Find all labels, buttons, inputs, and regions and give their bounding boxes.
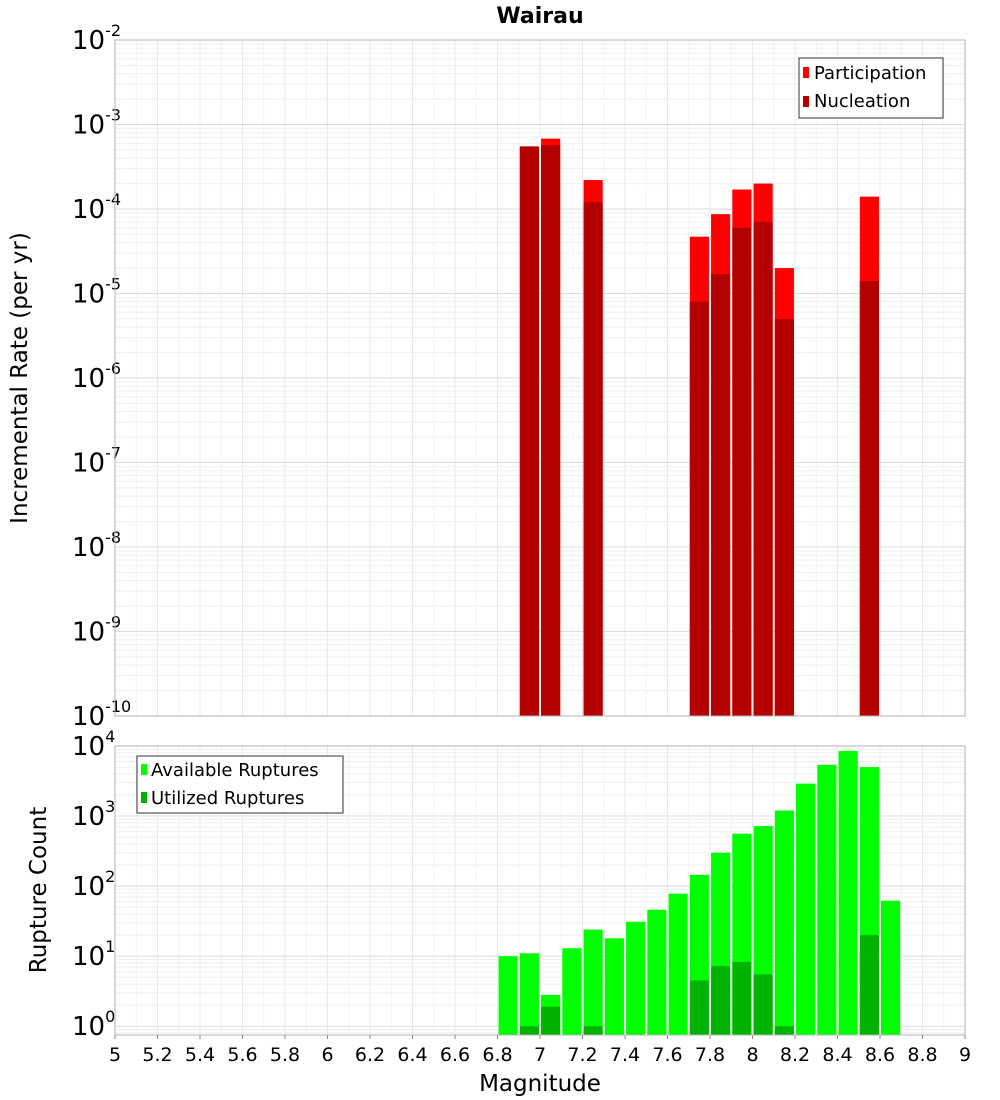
x-tick-label: 5.8	[270, 1044, 300, 1066]
count-bar-utilized-ruptures	[753, 974, 773, 1035]
count-y-axis-label: Rupture Count	[26, 807, 52, 973]
y-tick-label: 10-7	[72, 444, 121, 479]
count-legend: Available Ruptures Utilized Ruptures	[136, 755, 344, 814]
count-bar-available-ruptures	[838, 750, 858, 1035]
legend-swatch-utilized	[141, 792, 147, 803]
count-bar-utilized-ruptures	[732, 961, 752, 1035]
legend-swatch-nucleation	[803, 96, 809, 107]
x-tick-label: 9	[959, 1044, 971, 1066]
y-tick-label: 10-8	[72, 528, 121, 563]
x-tick-label: 8	[746, 1044, 758, 1066]
rate-y-axis-label: Incremental Rate (per yr)	[7, 232, 33, 524]
rate-bar-nucleation	[519, 146, 539, 717]
rate-bar-nucleation	[859, 281, 879, 716]
x-tick-label: 7.8	[695, 1044, 725, 1066]
x-tick-label: 6.4	[397, 1044, 427, 1066]
count-panel: 100 101 102 103 104 5 5.2 5.4 5.6 5.8 6 6.2 6.4 6.6 6…	[26, 727, 971, 1097]
legend-swatch-participation	[803, 67, 809, 78]
x-tick-label: 7.2	[567, 1044, 597, 1066]
x-tick-label: 5	[109, 1044, 121, 1066]
rate-bar-nucleation	[583, 202, 603, 716]
x-tick-label: 7.4	[610, 1044, 640, 1066]
legend-label-utilized: Utilized Ruptures	[151, 788, 304, 809]
x-tick-label: 6.8	[482, 1044, 512, 1066]
rate-bar-nucleation	[774, 318, 794, 716]
x-tick-label: 5.6	[227, 1044, 257, 1066]
count-bar-available-ruptures	[647, 909, 667, 1035]
count-bars	[498, 750, 901, 1035]
y-tick-label: 10-3	[72, 106, 121, 141]
y-tick-label: 10-6	[72, 359, 121, 394]
count-bar-utilized-ruptures	[583, 1026, 603, 1035]
y-tick-label: 104	[72, 727, 115, 762]
y-tick-label: 102	[72, 867, 115, 902]
count-bar-available-ruptures	[881, 900, 901, 1035]
y-tick-label: 10-10	[72, 697, 131, 732]
count-bar-available-ruptures	[668, 893, 688, 1035]
count-bar-utilized-ruptures	[541, 1006, 561, 1035]
x-tick-label: 7	[534, 1044, 546, 1066]
y-tick-label: 10-9	[72, 613, 121, 648]
rate-bar-nucleation	[732, 227, 752, 716]
y-tick-label: 101	[72, 937, 115, 972]
count-bar-available-ruptures	[774, 810, 794, 1035]
legend-swatch-available	[141, 764, 147, 775]
x-tick-label: 7.6	[652, 1044, 682, 1066]
x-tick-label: 6	[321, 1044, 333, 1066]
count-bar-available-ruptures	[796, 783, 816, 1035]
x-axis-label: Magnitude	[479, 1071, 601, 1097]
x-tick-label: 8.8	[907, 1044, 937, 1066]
count-bar-available-ruptures	[817, 764, 837, 1035]
count-bar-available-ruptures	[519, 953, 539, 1035]
x-tick-label: 8.4	[822, 1044, 852, 1066]
count-bar-utilized-ruptures	[519, 1026, 539, 1035]
x-tick-label: 5.2	[142, 1044, 172, 1066]
rate-panel: 10-10 10-9 10-8 10-7 10-6 10-5 10-4 10-3 10-2 In…	[7, 21, 966, 732]
count-bar-available-ruptures	[583, 929, 603, 1035]
count-bar-utilized-ruptures	[774, 1026, 794, 1035]
rate-y-tick-labels: 10-10 10-9 10-8 10-7 10-6 10-5 10-4 10-3 10-2	[72, 21, 131, 732]
y-tick-label: 10-4	[72, 190, 121, 225]
x-tick-label: 6.6	[440, 1044, 470, 1066]
count-y-tick-labels: 100 101 102 103 104	[72, 727, 115, 1042]
magnitude-tick-labels: 5 5.2 5.4 5.6 5.8 6 6.2 6.4 6.6 6.8 7 7.2 7.4 7.6 7.8 8…	[109, 1035, 971, 1066]
count-bar-available-ruptures	[562, 948, 582, 1035]
chart-title: Wairau	[496, 4, 583, 29]
y-tick-label: 10-5	[72, 275, 121, 310]
y-tick-label: 103	[72, 797, 115, 832]
y-tick-label: 100	[72, 1007, 115, 1042]
count-bar-utilized-ruptures	[689, 980, 709, 1035]
legend-label-available: Available Ruptures	[151, 760, 319, 781]
rate-legend: Participation Nucleation	[798, 57, 944, 119]
x-tick-label: 8.6	[865, 1044, 895, 1066]
count-bar-available-ruptures	[498, 956, 518, 1035]
x-tick-label: 5.4	[185, 1044, 215, 1066]
rate-bar-nucleation	[689, 301, 709, 716]
count-bar-available-ruptures	[626, 921, 646, 1035]
rate-gridlines	[114, 40, 966, 717]
legend-label-participation: Participation	[814, 63, 926, 84]
rate-bar-nucleation	[711, 274, 731, 716]
count-bar-utilized-ruptures	[711, 966, 731, 1035]
count-bar-utilized-ruptures	[859, 935, 879, 1035]
rate-bars	[519, 138, 879, 717]
x-tick-label: 6.2	[355, 1044, 385, 1066]
x-tick-label: 8.2	[780, 1044, 810, 1066]
legend-label-nucleation: Nucleation	[814, 91, 910, 112]
rate-bar-nucleation	[541, 145, 561, 717]
y-tick-label: 10-2	[72, 21, 121, 56]
rate-bar-nucleation	[753, 222, 773, 716]
count-bar-available-ruptures	[604, 938, 624, 1035]
